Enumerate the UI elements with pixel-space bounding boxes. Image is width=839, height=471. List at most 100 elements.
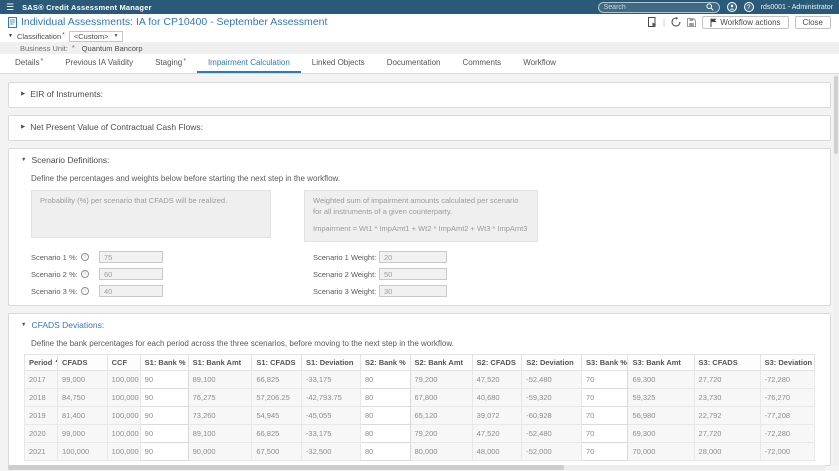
vertical-scrollbar-thumb[interactable] bbox=[834, 76, 838, 154]
table-cell: 56,980 bbox=[627, 406, 695, 425]
table-cell: 99,000 bbox=[57, 424, 108, 443]
scenario-2-weight-field[interactable]: 50 bbox=[379, 268, 447, 280]
tab-documentation[interactable]: Documentation bbox=[386, 58, 441, 67]
editable-cell[interactable]: 80 bbox=[359, 370, 411, 389]
user-icon[interactable] bbox=[726, 2, 737, 12]
table-cell: 48,000 bbox=[471, 442, 523, 461]
scenario-1-weight-field[interactable]: 20 bbox=[379, 251, 447, 263]
editable-cell[interactable]: 70 bbox=[581, 424, 629, 443]
flag-icon bbox=[710, 18, 717, 27]
required-asterisk: * bbox=[71, 44, 75, 52]
classification-dropdown[interactable]: <Custom> ▼ bbox=[68, 30, 124, 42]
close-button[interactable]: Close bbox=[794, 15, 831, 29]
tab-impairment-calculation[interactable]: Impairment Calculation bbox=[196, 58, 301, 73]
scenario-3-weight-field[interactable]: 30 bbox=[379, 285, 447, 297]
column-header-s2-bank[interactable]: S2: Bank % bbox=[359, 354, 411, 371]
scenario-2-percent-field[interactable]: 60 bbox=[99, 268, 163, 280]
editable-cell[interactable]: 90 bbox=[139, 388, 189, 407]
collapse-banner-icon[interactable]: ▼ bbox=[8, 33, 13, 39]
column-header-s2-deviation[interactable]: S2: Deviation bbox=[521, 354, 583, 371]
column-header-s3-bank-amt[interactable]: S3: Bank Amt bbox=[627, 354, 695, 371]
section-npv-header[interactable]: ▶ Net Present Value of Contractual Cash … bbox=[21, 122, 203, 132]
editable-cell[interactable]: 70 bbox=[581, 406, 629, 425]
section-scenario-header[interactable]: ▼ Scenario Definitions: bbox=[21, 155, 110, 165]
editable-cell[interactable]: 70 bbox=[581, 442, 629, 461]
save-icon[interactable] bbox=[687, 17, 697, 27]
scenario-3-percent-field[interactable]: 40 bbox=[99, 285, 163, 297]
cfads-instruction: Define the bank percentages for each per… bbox=[31, 339, 454, 348]
column-header-ccf[interactable]: CCF bbox=[106, 354, 141, 371]
column-header-cfads[interactable]: CFADS bbox=[57, 354, 108, 371]
required-asterisk: * bbox=[62, 31, 65, 39]
column-header-s1-bank[interactable]: S1: Bank % bbox=[139, 354, 189, 371]
column-header-s1-deviation[interactable]: S1: Deviation bbox=[300, 354, 361, 371]
horizontal-scrollbar-thumb[interactable] bbox=[8, 465, 564, 470]
history-icon[interactable] bbox=[671, 17, 681, 27]
info-icon[interactable]: i bbox=[81, 253, 89, 261]
table-cell: -76,270 bbox=[759, 388, 816, 407]
table-cell: 100,000 bbox=[106, 406, 141, 425]
table-cell: -52,480 bbox=[521, 424, 583, 443]
editable-cell[interactable]: 80 bbox=[359, 442, 411, 461]
table-cell: 67,500 bbox=[251, 442, 302, 461]
tab-linked-objects[interactable]: Linked Objects bbox=[311, 58, 365, 67]
editable-cell[interactable]: 80 bbox=[359, 424, 411, 443]
table-cell: 47,520 bbox=[471, 424, 523, 443]
info-icon[interactable]: i bbox=[81, 287, 89, 295]
table-cell: 69,300 bbox=[627, 370, 695, 389]
table-cell: 2019 bbox=[23, 406, 59, 425]
classification-row: ▼ Classification* <Custom> ▼ bbox=[0, 30, 839, 42]
chevron-down-icon: ▼ bbox=[113, 33, 119, 39]
editable-cell[interactable]: 90 bbox=[139, 442, 189, 461]
table-cell: -33,175 bbox=[300, 424, 361, 443]
table-cell: -33,175 bbox=[300, 370, 361, 389]
tab-details[interactable]: Details* bbox=[15, 58, 44, 67]
search-icon[interactable] bbox=[706, 3, 714, 11]
tab-workflow[interactable]: Workflow bbox=[523, 58, 556, 67]
assessment-icon bbox=[8, 16, 17, 28]
table-cell: -32,500 bbox=[300, 442, 361, 461]
search-box[interactable] bbox=[597, 1, 720, 13]
search-input[interactable] bbox=[603, 3, 706, 11]
menu-icon[interactable]: ☰ bbox=[6, 1, 15, 12]
scenario-1-percent-field[interactable]: 75 bbox=[99, 251, 163, 263]
column-header-s2-cfads[interactable]: S2: CFADS bbox=[471, 354, 523, 371]
editable-cell[interactable]: 70 bbox=[581, 370, 629, 389]
table-row: 2017 99,000 100,000 90 89,100 66,825 -33,175 80… bbox=[23, 370, 816, 389]
column-header-s3-deviation[interactable]: S3: Deviation bbox=[759, 354, 816, 371]
editable-cell[interactable]: 90 bbox=[139, 406, 189, 425]
column-header-s3-bank[interactable]: S3: Bank % bbox=[581, 354, 629, 371]
column-header-s1-bank-amt[interactable]: S1: Bank Amt bbox=[187, 354, 253, 371]
help-icon[interactable]: ? bbox=[743, 2, 754, 12]
info-icon[interactable]: i bbox=[81, 270, 89, 278]
workflow-actions-button[interactable]: Workflow actions bbox=[702, 15, 789, 29]
tab-staging[interactable]: Staging* bbox=[155, 58, 186, 67]
tab-comments[interactable]: Comments bbox=[462, 58, 502, 67]
column-header-s1-cfads[interactable]: S1: CFADS bbox=[251, 354, 302, 371]
username: rds0001 - Administrator bbox=[760, 3, 833, 11]
table-cell: 100,000 bbox=[106, 370, 141, 389]
table-row: 2018 84,750 100,000 90 76,275 57,206.25 -42,79… bbox=[23, 388, 816, 407]
tab-previous-ia-validity[interactable]: Previous IA Validity bbox=[65, 58, 134, 67]
table-cell: 2020 bbox=[23, 424, 59, 443]
editable-cell[interactable]: 90 bbox=[139, 370, 189, 389]
editable-cell[interactable]: 80 bbox=[359, 406, 411, 425]
application-bar: ☰ SAS® Credit Assessment Manager ? rds00… bbox=[0, 0, 839, 14]
table-cell: -77,208 bbox=[759, 406, 816, 425]
column-header-period[interactable]: Period▴ bbox=[23, 354, 59, 371]
section-eir-header[interactable]: ▶ EIR of Instruments: bbox=[21, 89, 103, 99]
column-header-s2-bank-amt[interactable]: S2: Bank Amt bbox=[409, 354, 473, 371]
editable-cell[interactable]: 90 bbox=[139, 424, 189, 443]
scenario-3-percent-label: Scenario 3 %: bbox=[31, 286, 78, 296]
editable-cell[interactable]: 80 bbox=[359, 388, 411, 407]
horizontal-scrollbar[interactable] bbox=[8, 465, 825, 470]
column-header-s3-cfads[interactable]: S3: CFADS bbox=[693, 354, 761, 371]
table-cell: 100,000 bbox=[106, 388, 141, 407]
table-cell: 90,000 bbox=[187, 442, 253, 461]
editable-cell[interactable]: 70 bbox=[581, 388, 629, 407]
vertical-scrollbar[interactable] bbox=[833, 74, 839, 465]
document-export-icon[interactable] bbox=[647, 17, 657, 27]
section-cfads-header[interactable]: ▼ CFADS Deviations: bbox=[21, 320, 105, 330]
